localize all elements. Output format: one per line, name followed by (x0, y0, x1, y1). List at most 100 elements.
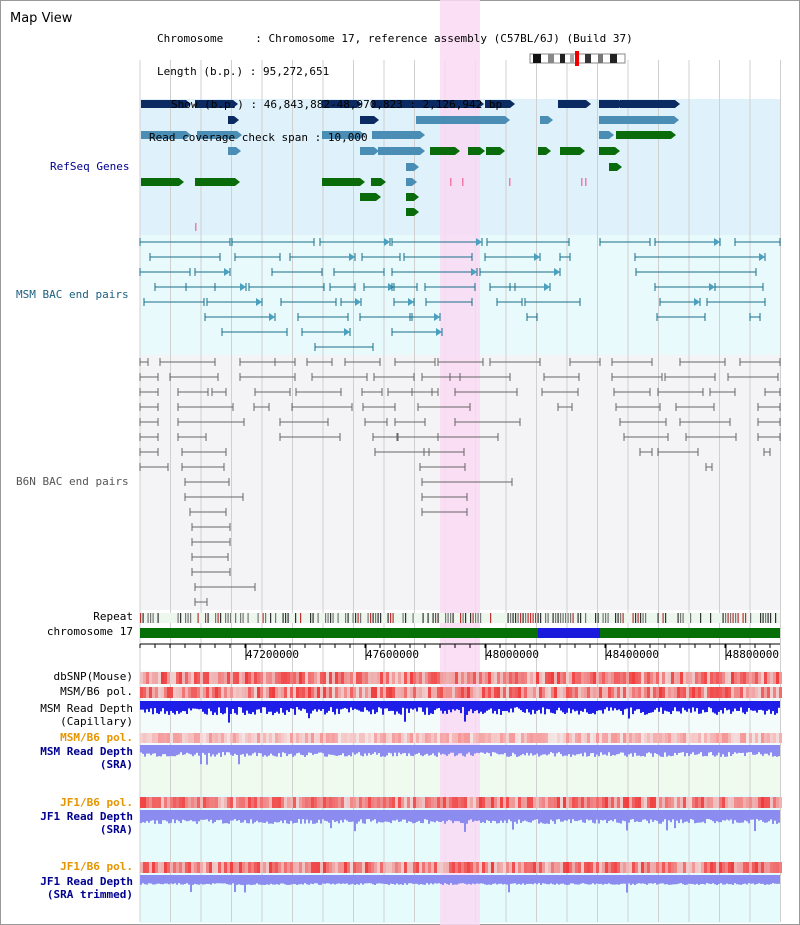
msm-cap-depth-bar (196, 701, 198, 709)
msm-cap-depth-bar (460, 701, 462, 714)
jf1-pol2-label[interactable]: JF1/B6 pol. (60, 860, 133, 873)
jf1-pol2-cell (278, 862, 281, 873)
msm-sra-depth-bar (292, 745, 294, 757)
dbsnp-cell (437, 672, 440, 684)
dbsnp-cell (422, 672, 425, 684)
jf1-pol2-cell (548, 862, 551, 873)
msm-sra-depth-bar (640, 745, 642, 757)
dbsnp-cell (278, 672, 281, 684)
msm-cap-depth-bar (516, 701, 518, 708)
msm-cap-depth-bar (158, 701, 160, 714)
chromosome-label[interactable]: chromosome 17 (46, 625, 133, 638)
jf1-trim-depth-bar (530, 875, 532, 884)
gene-tick (581, 178, 583, 186)
dbsnp-cell (479, 672, 482, 684)
dbsnp-cell (224, 672, 227, 684)
jf1-trim-depth-bar (144, 875, 146, 885)
msm-pol-cell (734, 687, 737, 698)
b6n-bac-label[interactable]: B6N BAC end pairs (16, 475, 129, 488)
msm-cap-depth-bar (384, 701, 386, 709)
refseq-gene (538, 147, 546, 155)
repeat-element (147, 613, 149, 623)
jf1-pol-cell (680, 797, 683, 808)
jf1-read-depth-label[interactable]: JF1 Read Depth (40, 810, 133, 823)
jf1-trim-depth-bar (584, 875, 586, 884)
jf1-pol2-cell (500, 862, 503, 873)
msm-pol2-label[interactable]: MSM/B6 pol. (60, 731, 133, 744)
refseq-genes-label[interactable]: RefSeq Genes (50, 160, 130, 173)
jf1-trim-depth-bar (314, 875, 316, 884)
msm-sra-depth-bar (328, 745, 330, 755)
msm-cap-depth-bar (474, 701, 476, 711)
msm-pol2-cell (257, 733, 260, 743)
dbsnp-label[interactable]: dbSNP(Mouse) (53, 670, 133, 683)
jf1-pol-cell (269, 797, 272, 808)
jf1-trim-depth-bar (504, 875, 506, 885)
msm-sra-depth-bar (510, 745, 512, 757)
jf1-pol2-cell (542, 862, 545, 873)
msm-read-depth-sra-label[interactable]: MSM Read Depth (40, 745, 133, 758)
jf1-depth-bar (742, 810, 744, 823)
msm-sra-depth-bar (246, 745, 248, 754)
msm-bac-label[interactable]: MSM BAC end pairs (16, 288, 129, 301)
msm-read-depth-cap-label[interactable]: MSM Read Depth (40, 702, 133, 715)
repeat-element (197, 613, 199, 623)
dbsnp-cell (338, 672, 341, 684)
jf1-depth-bar (580, 810, 582, 820)
jf1-trim-depth-bar (288, 875, 290, 885)
msm-pol-label[interactable]: MSM/B6 pol. (60, 685, 133, 698)
msm-cap-depth-bar (346, 701, 348, 709)
refseq-gene (599, 100, 619, 108)
dbsnp-cell (299, 672, 302, 684)
msm-cap-depth-bar (448, 701, 450, 710)
msm-sra-depth-bar (506, 745, 508, 757)
repeat-element (360, 613, 362, 623)
jf1-trim-label[interactable]: JF1 Read Depth (40, 875, 133, 888)
msm-sra-depth-bar (716, 745, 718, 756)
refseq-gene (620, 100, 675, 108)
jf1-trim-depth-bar (360, 875, 362, 884)
msm-pol-cell (320, 687, 323, 698)
jf1-trim-depth-bar (222, 875, 224, 884)
dbsnp-cell (386, 672, 389, 684)
jf1-depth-bar (260, 810, 262, 823)
msm-pol-cell (752, 687, 755, 698)
jf1-pol-cell (161, 797, 164, 808)
dbsnp-cell (332, 672, 335, 684)
jf1-trim-depth-bar (654, 875, 656, 884)
jf1-trim-depth-bar (604, 875, 606, 884)
jf1-trim-depth-bar (486, 875, 488, 885)
msm-cap-depth-bar (268, 701, 270, 712)
msm-pol2-cell (206, 733, 209, 743)
msm-cap-depth-bar (434, 701, 436, 711)
msm-cap-depth-bar (370, 701, 372, 715)
jf1-trim-depth-bar (300, 875, 302, 885)
dbsnp-cell (722, 672, 725, 684)
msm-pol2-cell (716, 733, 719, 743)
jf1-pol-cell (146, 797, 149, 808)
jf1-trim-depth-bar (556, 875, 558, 884)
msm-pol2-cell (545, 733, 548, 743)
msm-cap-depth-bar (412, 701, 414, 710)
msm-sra-depth-bar (184, 745, 186, 755)
msm-pol2-cell (326, 733, 329, 743)
repeat-label[interactable]: Repeat (93, 610, 133, 623)
msm-sra-depth-bar (304, 745, 306, 757)
dbsnp-cell (593, 672, 596, 684)
jf1-depth-bar (406, 810, 408, 823)
jf1-pol-label[interactable]: JF1/B6 pol. (60, 796, 133, 809)
msm-pol-cell (485, 687, 488, 698)
jf1-depth-bar (544, 810, 546, 824)
msm-sra-depth-bar (426, 745, 428, 754)
msm-cap-depth-bar (582, 701, 584, 712)
jf1-depth-bar (732, 810, 734, 824)
dbsnp-cell (656, 672, 659, 684)
msm-cap-depth-bar (588, 701, 590, 714)
jf1-depth-bar (634, 810, 636, 823)
jf1-trim-depth-bar (452, 875, 454, 885)
jf1-depth-bar (160, 810, 162, 824)
msm-pol-cell (329, 687, 332, 698)
repeat-element (615, 613, 617, 623)
msm-cap-depth-bar (696, 701, 698, 709)
